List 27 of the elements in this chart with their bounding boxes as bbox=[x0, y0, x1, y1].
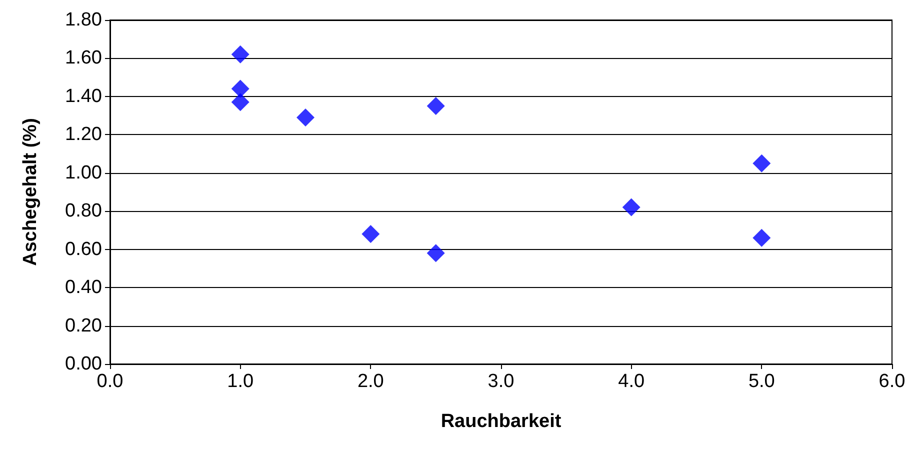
y-tick-label: 0.60 bbox=[65, 238, 102, 260]
point bbox=[231, 80, 250, 98]
y-tick-label: 1.80 bbox=[65, 10, 102, 30]
x-axis-title: Rauchbarkeit bbox=[440, 411, 562, 432]
y-tick-label: 0.40 bbox=[65, 277, 102, 298]
y-tick-label: 0.20 bbox=[65, 315, 102, 336]
y-tick-label: 1.60 bbox=[65, 48, 102, 69]
point bbox=[622, 198, 640, 216]
x-tick-label: 3.0 bbox=[488, 371, 514, 392]
point bbox=[752, 228, 771, 247]
x-tick-label: 1.0 bbox=[227, 371, 254, 392]
point bbox=[426, 97, 445, 115]
x-tick-label: 4.0 bbox=[618, 371, 645, 392]
point bbox=[752, 154, 771, 172]
y-tick-label: 1.20 bbox=[65, 124, 102, 146]
point bbox=[426, 244, 445, 262]
x-tick-label: 6.0 bbox=[878, 371, 906, 392]
y-axis-title: Aschegehalt (%) bbox=[20, 118, 41, 266]
point bbox=[296, 108, 314, 126]
point bbox=[231, 93, 250, 112]
y-tick-label: 1.00 bbox=[65, 162, 102, 184]
point bbox=[362, 225, 380, 244]
x-tick-label: 5.0 bbox=[748, 371, 775, 392]
x-tick-label: 2.0 bbox=[357, 371, 384, 392]
y-tick-label: 0.80 bbox=[65, 200, 102, 222]
point bbox=[231, 45, 250, 64]
y-tick-label: 1.40 bbox=[65, 86, 102, 107]
